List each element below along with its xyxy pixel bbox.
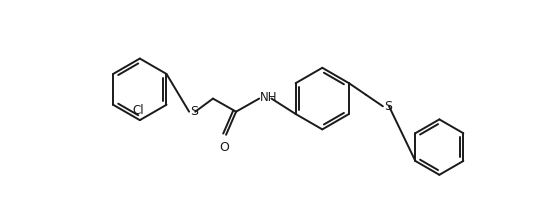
Text: O: O — [219, 141, 230, 154]
Text: NH: NH — [260, 91, 278, 103]
Text: Cl: Cl — [133, 104, 144, 117]
Text: S: S — [190, 105, 198, 118]
Text: S: S — [384, 100, 392, 113]
